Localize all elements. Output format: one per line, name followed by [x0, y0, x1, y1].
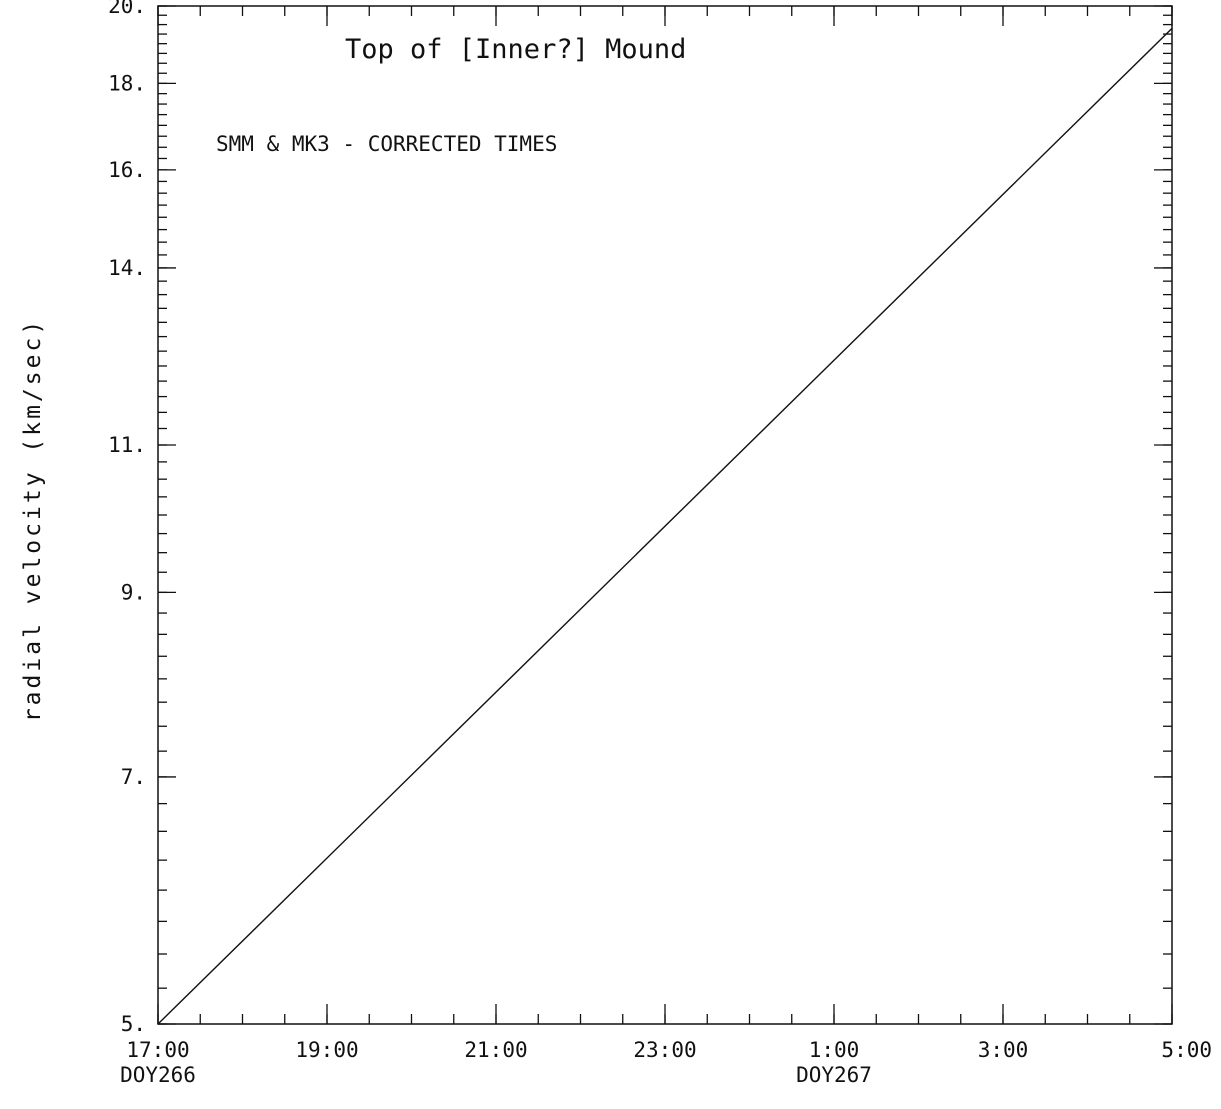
y-tick-label: 7.	[121, 765, 146, 789]
y-tick-label: 20.	[108, 0, 146, 18]
y-tick-label: 9.	[121, 580, 146, 604]
x-tick-label: 19:00	[295, 1038, 358, 1062]
y-tick-labels: 5. 7. 9. 11. 14. 16. 18. 20.	[108, 0, 146, 1036]
x-tick-label: 3:00	[978, 1038, 1029, 1062]
chart-annotation: SMM & MK3 - CORRECTED TIMES	[216, 132, 557, 156]
y-tick-label: 18.	[108, 71, 146, 95]
x-tick-sublabel: DOY267	[796, 1063, 872, 1087]
x-tick-label: 21:00	[464, 1038, 527, 1062]
y-tick-label: 16.	[108, 158, 146, 182]
y-tick-label: 14.	[108, 256, 146, 280]
y-tick-label: 11.	[108, 433, 146, 457]
x-tick-label: 23:00	[633, 1038, 696, 1062]
x-tick-label: 1:00	[809, 1038, 860, 1062]
x-tick-label: 5:00	[1161, 1038, 1212, 1062]
series-layer	[157, 27, 1173, 1025]
y-axis-label: radial velocity (km/sec)	[20, 318, 46, 722]
axis-ticks	[157, 5, 1173, 1025]
y-tick-label: 5.	[121, 1012, 146, 1036]
chart-title: Top of [Inner?] Mound	[345, 34, 686, 65]
series-line	[157, 27, 1173, 1025]
plot-frame	[157, 5, 1173, 1025]
x-tick-label: 17:00	[126, 1038, 189, 1062]
x-tick-sublabel: DOY266	[120, 1063, 196, 1087]
